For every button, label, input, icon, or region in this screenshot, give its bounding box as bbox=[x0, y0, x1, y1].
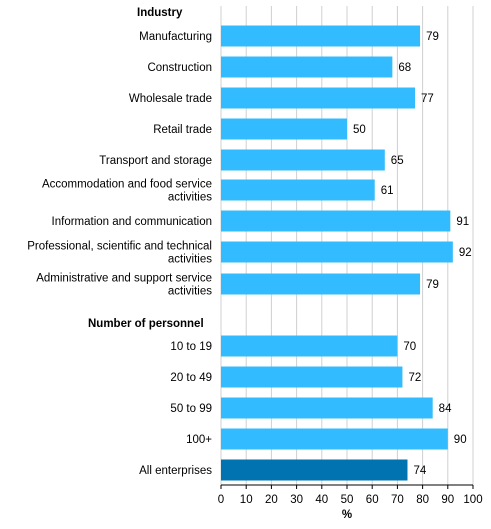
x-tick-label-80: 80 bbox=[416, 494, 429, 506]
value-label-10-to-19: 70 bbox=[403, 341, 416, 353]
bar-100 bbox=[221, 428, 448, 450]
value-label-professional-scientific-and-technical-activities: 92 bbox=[459, 247, 472, 259]
category-label-construction: Construction bbox=[147, 62, 212, 74]
value-label-retail-trade: 50 bbox=[353, 124, 366, 136]
category-label-administrative-and-support-service-activities-line-1: Administrative and support service bbox=[36, 273, 212, 285]
bar-retail-trade bbox=[221, 118, 347, 140]
category-label-all-enterprises: All enterprises bbox=[139, 465, 212, 477]
bar-wholesale-trade bbox=[221, 87, 416, 109]
x-tick-label-10: 10 bbox=[240, 494, 253, 506]
value-label-manufacturing: 79 bbox=[426, 31, 439, 43]
category-label-administrative-and-support-service-activities-line-2: activities bbox=[168, 286, 212, 298]
bar-50-to-99 bbox=[221, 397, 433, 419]
group-title-industry: Industry bbox=[137, 7, 183, 19]
value-label-administrative-and-support-service-activities: 79 bbox=[426, 279, 439, 291]
category-label-100: 100+ bbox=[186, 434, 212, 446]
bar-transport-and-storage bbox=[221, 149, 385, 171]
value-label-100: 90 bbox=[454, 434, 467, 446]
value-label-accommodation-and-food-service-activities: 61 bbox=[381, 185, 394, 197]
value-label-20-to-49: 72 bbox=[408, 372, 421, 384]
value-label-transport-and-storage: 65 bbox=[391, 155, 404, 167]
category-label-information-and-communication: Information and communication bbox=[52, 216, 212, 228]
x-tick-label-70: 70 bbox=[391, 494, 404, 506]
category-label-manufacturing: Manufacturing bbox=[139, 31, 212, 43]
value-label-construction: 68 bbox=[398, 62, 411, 74]
category-label-accommodation-and-food-service-activities-line-2: activities bbox=[168, 192, 212, 204]
value-label-information-and-communication: 91 bbox=[456, 216, 469, 228]
bar-professional-scientific-and-technical-activities bbox=[221, 241, 453, 263]
x-tick-label-90: 90 bbox=[441, 494, 454, 506]
bar-information-and-communication bbox=[221, 210, 451, 232]
category-label-wholesale-trade: Wholesale trade bbox=[129, 93, 212, 105]
x-tick-label-60: 60 bbox=[366, 494, 379, 506]
bar-construction bbox=[221, 56, 393, 78]
category-label-transport-and-storage: Transport and storage bbox=[99, 155, 212, 167]
category-label-20-to-49: 20 to 49 bbox=[170, 372, 212, 384]
bar-accommodation-and-food-service-activities bbox=[221, 179, 375, 201]
category-label-retail-trade: Retail trade bbox=[153, 124, 212, 136]
category-label-50-to-99: 50 to 99 bbox=[170, 403, 212, 415]
category-label-10-to-19: 10 to 19 bbox=[170, 341, 212, 353]
category-label-professional-scientific-and-technical-activities-line-1: Professional, scientific and technical bbox=[27, 241, 212, 253]
value-label-all-enterprises: 74 bbox=[413, 465, 426, 477]
value-label-50-to-99: 84 bbox=[439, 403, 452, 415]
x-tick-label-30: 30 bbox=[290, 494, 303, 506]
bar-10-to-19 bbox=[221, 335, 398, 357]
bar-manufacturing bbox=[221, 25, 421, 47]
x-tick-label-40: 40 bbox=[315, 494, 328, 506]
bar-all-enterprises bbox=[221, 459, 408, 481]
category-label-professional-scientific-and-technical-activities-line-2: activities bbox=[168, 254, 212, 266]
group-title-number-of-personnel: Number of personnel bbox=[88, 318, 204, 330]
bar-administrative-and-support-service-activities bbox=[221, 273, 421, 295]
x-tick-label-100: 100 bbox=[463, 494, 482, 506]
x-tick-label-20: 20 bbox=[265, 494, 278, 506]
category-label-accommodation-and-food-service-activities-line-1: Accommodation and food service bbox=[42, 179, 212, 191]
x-axis-title: % bbox=[342, 509, 352, 521]
bar-20-to-49 bbox=[221, 366, 403, 388]
value-label-wholesale-trade: 77 bbox=[421, 93, 434, 105]
x-tick-label-50: 50 bbox=[341, 494, 354, 506]
x-tick-label-0: 0 bbox=[218, 494, 224, 506]
